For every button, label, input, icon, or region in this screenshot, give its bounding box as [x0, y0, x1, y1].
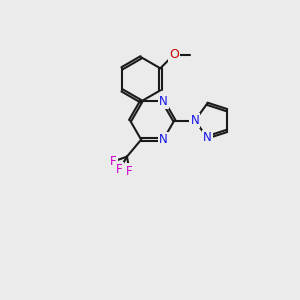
Text: N: N: [159, 133, 168, 146]
Text: F: F: [110, 155, 116, 168]
Text: N: N: [159, 95, 168, 108]
Text: N: N: [190, 114, 199, 127]
Text: F: F: [126, 165, 133, 178]
Text: O: O: [169, 48, 179, 61]
Text: N: N: [203, 131, 212, 144]
Text: F: F: [116, 163, 123, 176]
